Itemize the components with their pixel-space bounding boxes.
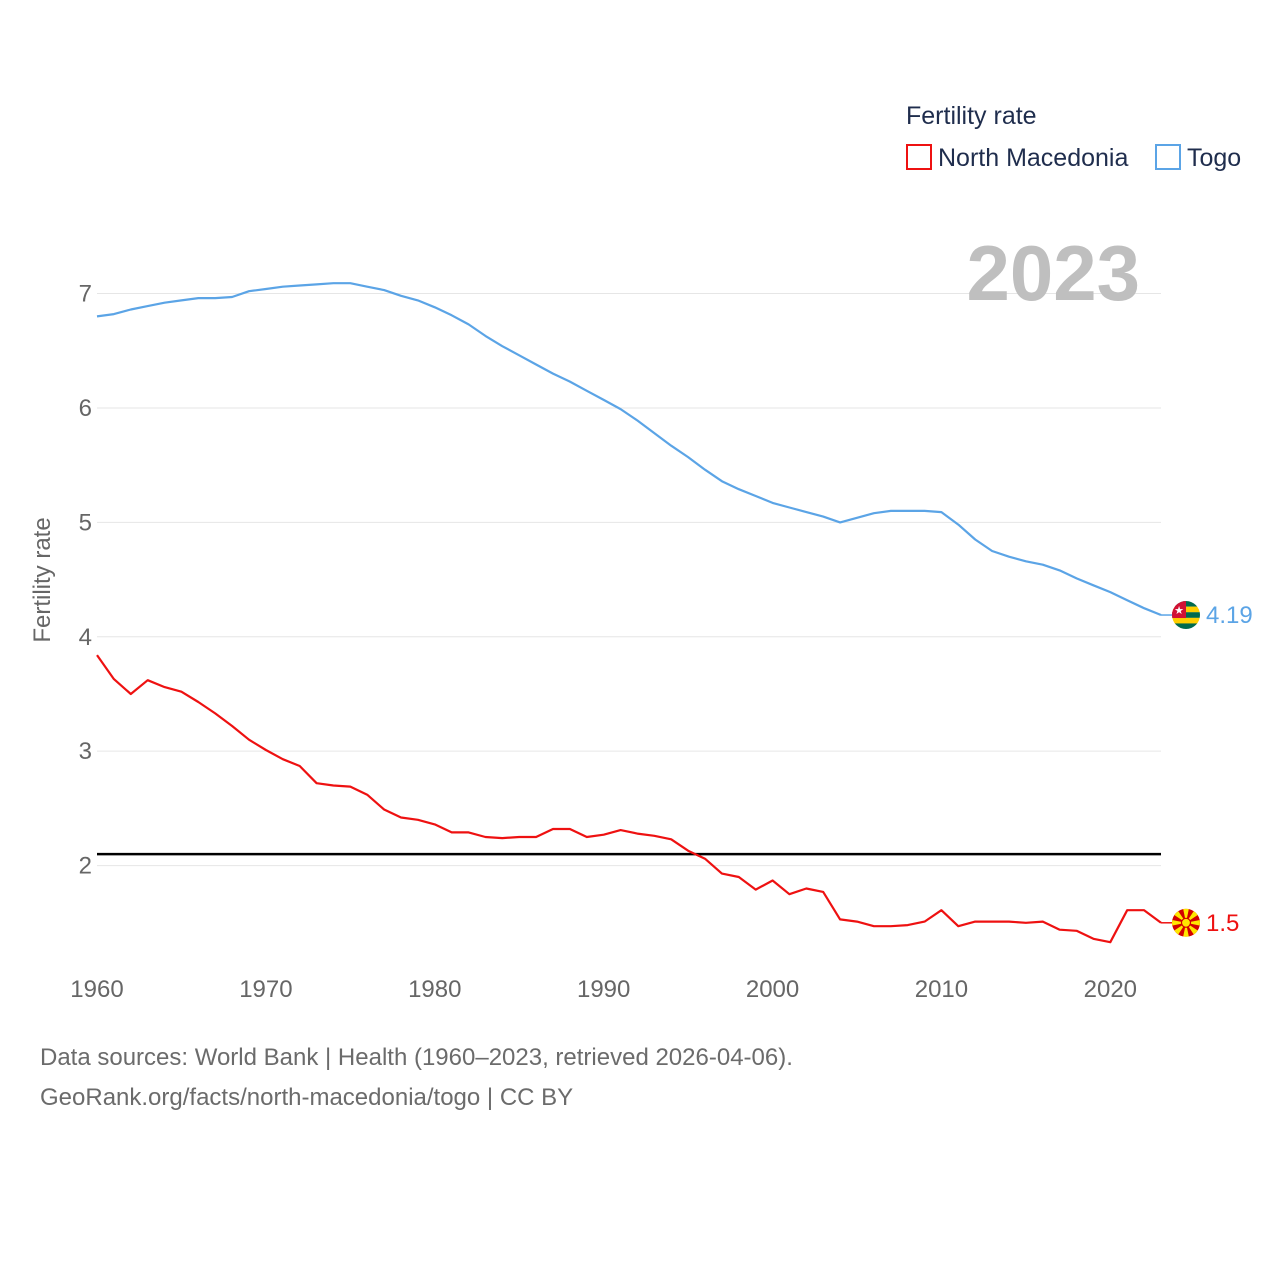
y-tick-label: 7	[79, 281, 92, 308]
y-tick-label: 6	[79, 395, 92, 422]
x-axis-ticks: 1960 1970 1980 1990 2000 2010 2020	[70, 976, 1137, 1003]
legend-item-north-macedonia[interactable]: North Macedonia	[906, 144, 1128, 172]
legend-label-north-macedonia: North Macedonia	[938, 144, 1128, 172]
year-label: 2023	[966, 229, 1140, 317]
y-tick-label: 3	[79, 738, 92, 765]
end-value-label-north-macedonia: 1.5	[1206, 910, 1239, 937]
x-tick-label: 2000	[746, 976, 799, 1003]
x-tick-label: 2020	[1084, 976, 1137, 1003]
svg-text:★: ★	[1174, 604, 1184, 617]
y-axis-title: Fertility rate	[29, 517, 56, 642]
north-macedonia-flag-icon	[1172, 908, 1200, 937]
x-tick-label: 1980	[408, 976, 461, 1003]
y-tick-label: 2	[79, 853, 92, 880]
end-markers: 1.5 ★ 4.19	[1161, 601, 1253, 937]
legend-swatch-north-macedonia	[906, 144, 932, 170]
series-line-north-macedonia	[96, 654, 1162, 944]
y-tick-label: 5	[79, 509, 92, 536]
x-tick-label: 1970	[239, 976, 292, 1003]
series-line-togo	[96, 282, 1162, 617]
x-tick-label: 1990	[577, 976, 630, 1003]
footer-sources: Data sources: World Bank | Health (1960–…	[40, 1044, 793, 1071]
end-value-label-togo: 4.19	[1206, 602, 1253, 629]
series-lines	[96, 282, 1162, 944]
y-tick-label: 4	[79, 624, 92, 651]
legend-item-togo[interactable]: Togo	[1155, 144, 1241, 172]
footer-attribution: GeoRank.org/facts/north-macedonia/togo |…	[40, 1084, 574, 1111]
gridlines	[97, 293, 1161, 867]
y-axis-ticks: 2 3 4 5 6 7	[79, 281, 92, 880]
legend-label-togo: Togo	[1187, 144, 1241, 172]
legend-title: Fertility rate	[906, 102, 1037, 130]
x-tick-label: 2010	[915, 976, 968, 1003]
togo-flag-icon: ★	[1172, 601, 1200, 630]
legend-swatch-togo	[1155, 144, 1181, 170]
x-tick-label: 1960	[70, 976, 123, 1003]
legend: Fertility rate North Macedonia Togo	[906, 102, 1241, 172]
